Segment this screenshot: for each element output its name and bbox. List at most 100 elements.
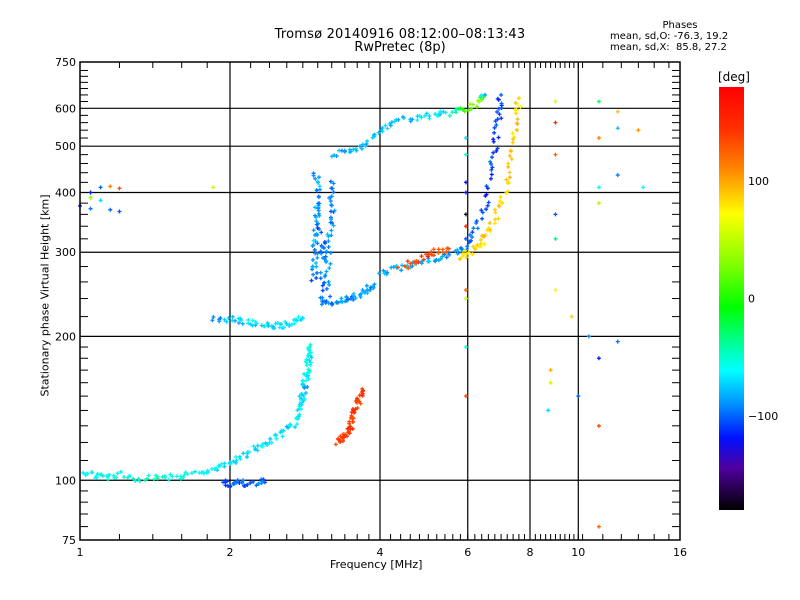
data-point xyxy=(447,252,452,257)
data-point xyxy=(490,165,495,170)
data-point xyxy=(491,137,496,142)
trace xyxy=(295,342,314,413)
data-point xyxy=(462,109,467,114)
data-point xyxy=(222,464,227,469)
data-point xyxy=(406,266,411,271)
data-point xyxy=(495,146,500,151)
data-point xyxy=(108,184,113,189)
data-point xyxy=(424,111,429,116)
data-point xyxy=(498,194,503,199)
data-point xyxy=(340,436,345,441)
data-point xyxy=(485,203,490,208)
data-point xyxy=(456,250,461,255)
data-point xyxy=(226,315,231,320)
colorbar-label: [deg] xyxy=(718,70,750,84)
data-point xyxy=(251,479,256,484)
data-point xyxy=(596,99,601,104)
data-point xyxy=(383,123,388,128)
data-point xyxy=(507,170,512,175)
data-point xyxy=(426,252,431,257)
data-point xyxy=(294,318,299,323)
data-point xyxy=(278,322,283,327)
stats-o-line: mean, sd,O: -76.3, 19.2 xyxy=(610,31,729,42)
data-point xyxy=(296,314,301,319)
data-point xyxy=(509,157,514,161)
data-point xyxy=(463,236,468,241)
colorbar-ticks: 100 0 −100 xyxy=(748,175,778,423)
data-point xyxy=(272,326,277,331)
data-point xyxy=(231,459,236,464)
data-point xyxy=(93,475,98,480)
data-point xyxy=(318,249,323,254)
data-point xyxy=(495,109,500,114)
y-tick-label: 75 xyxy=(62,534,76,547)
data-point xyxy=(280,434,285,439)
data-point xyxy=(492,125,497,130)
data-point xyxy=(118,469,123,474)
data-point xyxy=(360,393,365,398)
y-tick-label: 400 xyxy=(55,186,76,199)
data-point xyxy=(281,428,286,433)
data-point xyxy=(499,116,504,121)
data-point xyxy=(189,471,194,476)
data-point xyxy=(376,130,381,135)
data-point xyxy=(380,125,385,130)
data-point xyxy=(246,321,251,326)
data-point xyxy=(431,247,436,252)
data-point xyxy=(334,153,339,158)
data-point xyxy=(459,246,464,251)
data-point xyxy=(225,479,230,484)
data-point xyxy=(515,102,520,107)
data-point xyxy=(306,348,311,353)
data-point xyxy=(468,232,473,237)
trace xyxy=(334,282,377,305)
data-point xyxy=(494,149,499,154)
data-point xyxy=(81,470,86,475)
data-point xyxy=(385,270,390,275)
data-point xyxy=(228,484,233,489)
data-point xyxy=(518,104,523,109)
data-point xyxy=(338,439,343,444)
data-point xyxy=(262,480,267,485)
data-point xyxy=(273,321,278,326)
stats-x-line: mean, sd,X: 85.8, 27.2 xyxy=(610,42,727,53)
data-point xyxy=(471,102,476,107)
data-point xyxy=(297,394,302,399)
data-point xyxy=(477,99,482,104)
data-point xyxy=(486,225,491,230)
data-point xyxy=(90,470,95,475)
data-point xyxy=(489,167,494,172)
x-tick-label: 6 xyxy=(464,546,471,559)
data-point xyxy=(314,219,319,224)
data-point xyxy=(313,176,318,181)
data-point xyxy=(320,288,325,293)
data-point xyxy=(330,186,335,191)
data-point xyxy=(504,177,509,182)
data-point xyxy=(327,266,332,271)
data-point xyxy=(506,180,511,185)
data-point xyxy=(133,478,138,483)
data-point xyxy=(395,265,400,270)
data-point xyxy=(308,360,313,365)
data-point xyxy=(443,110,448,115)
data-point xyxy=(493,119,498,124)
data-point xyxy=(569,314,574,319)
data-point xyxy=(131,476,136,481)
data-point xyxy=(322,240,327,245)
data-point xyxy=(463,152,468,157)
data-point xyxy=(326,244,331,249)
data-point xyxy=(308,342,313,347)
data-point xyxy=(185,472,190,477)
data-point xyxy=(324,286,329,291)
data-point xyxy=(427,114,432,119)
colorbar-tick-label: 0 xyxy=(748,293,755,306)
data-point xyxy=(319,230,324,235)
trace xyxy=(329,92,488,159)
data-point xyxy=(265,442,270,447)
data-point xyxy=(311,228,316,233)
data-point xyxy=(372,282,377,287)
data-point xyxy=(434,257,439,262)
trace xyxy=(221,477,267,489)
data-point xyxy=(248,481,253,486)
data-point xyxy=(576,394,581,399)
